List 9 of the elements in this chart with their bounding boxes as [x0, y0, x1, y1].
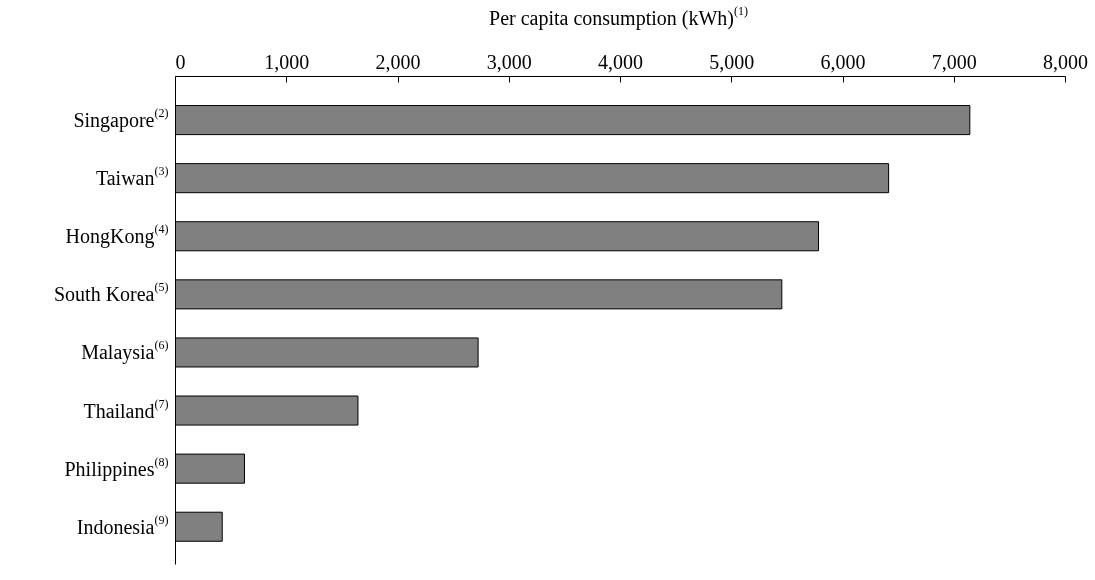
- x-tick-label: 5,000: [709, 50, 755, 73]
- x-tick-label: 0: [175, 50, 186, 73]
- x-tick-label: 8,000: [1043, 50, 1088, 73]
- x-tick-label: 1,000: [264, 50, 310, 73]
- x-tick-label: 3,000: [486, 50, 532, 73]
- x-tick-label: 7,000: [931, 50, 977, 73]
- x-tick-label: 6,000: [820, 50, 866, 73]
- x-tick-label: 2,000: [375, 50, 421, 73]
- x-tick-label: 4,000: [598, 50, 643, 73]
